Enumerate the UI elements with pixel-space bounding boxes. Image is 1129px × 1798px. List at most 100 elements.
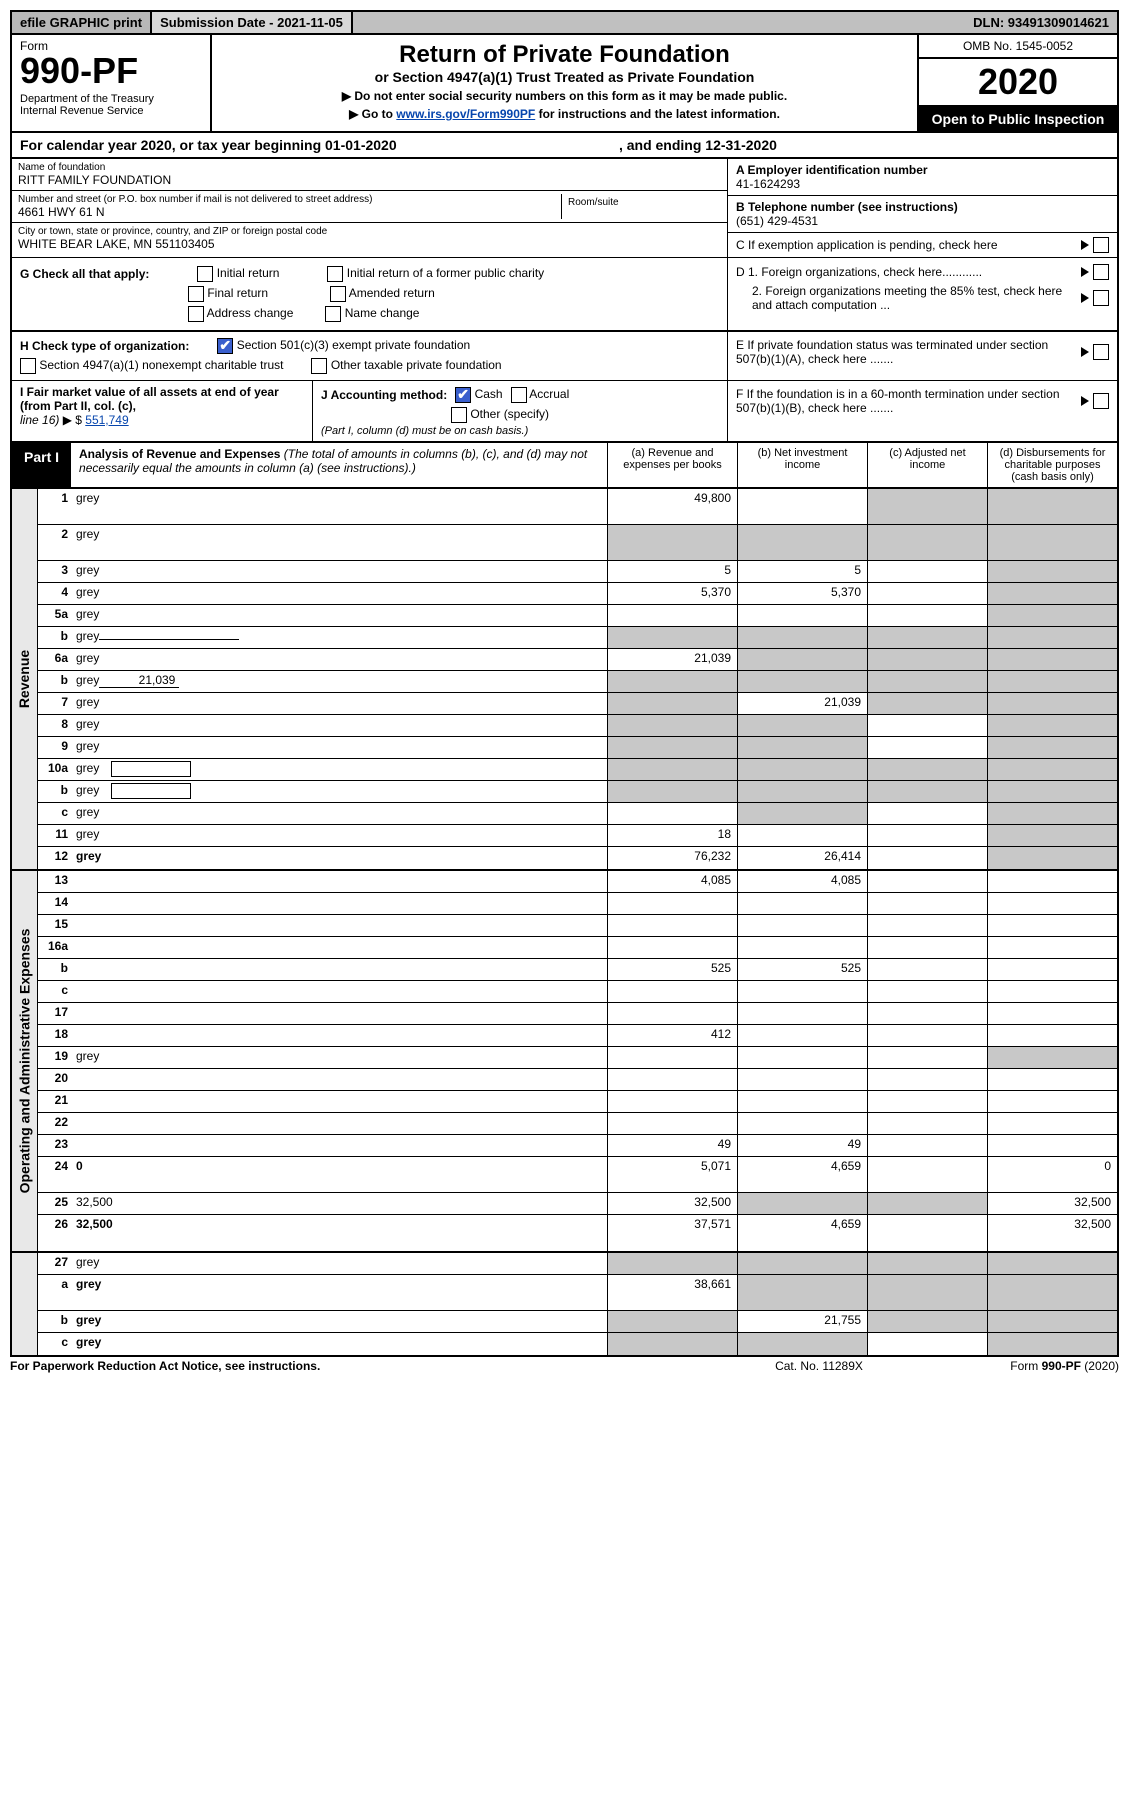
j-accrual-checkbox[interactable]	[511, 387, 527, 403]
g-initial-checkbox[interactable]	[197, 266, 213, 282]
cell-c	[867, 1333, 987, 1355]
cell-a: 18	[607, 825, 737, 846]
dept-treasury: Department of the TreasuryInternal Reven…	[20, 93, 202, 117]
row-number: 6a	[38, 649, 72, 670]
row-description: grey	[72, 605, 607, 626]
j-other-checkbox[interactable]	[451, 407, 467, 423]
j-cash-checkbox[interactable]	[455, 387, 471, 403]
cell-d	[987, 893, 1117, 914]
e-checkbox[interactable]	[1093, 344, 1109, 360]
cell-d	[987, 937, 1117, 958]
cell-a	[607, 1113, 737, 1134]
g-row3: Address change Name change	[20, 304, 719, 324]
cell-a: 76,232	[607, 847, 737, 869]
table-row: 10agrey	[38, 759, 1117, 781]
cell-c	[867, 1215, 987, 1251]
row-number: 8	[38, 715, 72, 736]
address-row: Number and street (or P.O. box number if…	[12, 191, 727, 223]
c-checkbox[interactable]	[1093, 237, 1109, 253]
table-row: 21	[38, 1091, 1117, 1113]
line27-rows: 27greyagrey38,661bgrey21,755cgrey	[38, 1253, 1117, 1355]
j-row2: Other (specify)	[321, 405, 719, 425]
top-bar-spacer	[353, 12, 965, 33]
cell-a	[607, 803, 737, 824]
foundation-name: RITT FAMILY FOUNDATION	[18, 173, 721, 187]
g-amended-checkbox[interactable]	[330, 286, 346, 302]
d2-text: 2. Foreign organizations meeting the 85%…	[736, 284, 1073, 312]
row-description: grey	[72, 737, 607, 758]
cell-d	[987, 803, 1117, 824]
form-title: Return of Private Foundation	[218, 41, 911, 69]
cell-b	[737, 1025, 867, 1046]
d1-row: D 1. Foreign organizations, check here..…	[736, 262, 1109, 282]
g-final: Final return	[207, 286, 268, 300]
h-501c3-checkbox[interactable]	[217, 338, 233, 354]
cell-c	[867, 583, 987, 604]
cell-b	[737, 605, 867, 626]
g-former-checkbox[interactable]	[327, 266, 343, 282]
d2-checkbox[interactable]	[1093, 290, 1109, 306]
h-501c3: Section 501(c)(3) exempt private foundat…	[237, 338, 470, 352]
row-description	[72, 1069, 607, 1090]
table-row: c	[38, 981, 1117, 1003]
row-number: 12	[38, 847, 72, 869]
city-label: City or town, state or province, country…	[18, 226, 721, 237]
g-amended: Amended return	[349, 286, 435, 300]
table-row: 19grey	[38, 1047, 1117, 1069]
phone-cell: B Telephone number (see instructions) (6…	[728, 196, 1117, 233]
j-cash: Cash	[475, 387, 503, 401]
dln: DLN: 93491309014621	[965, 12, 1117, 33]
g-final-checkbox[interactable]	[188, 286, 204, 302]
h-other-checkbox[interactable]	[311, 358, 327, 374]
row-description: grey	[72, 803, 607, 824]
cell-d	[987, 649, 1117, 670]
f-text: F If the foundation is in a 60-month ter…	[736, 387, 1073, 415]
calendar-year-row: For calendar year 2020, or tax year begi…	[10, 133, 1119, 159]
h-other: Other taxable private foundation	[331, 358, 502, 372]
row-number: 1	[38, 489, 72, 524]
ein-value: 41-1624293	[736, 177, 1109, 191]
h-4947-checkbox[interactable]	[20, 358, 36, 374]
cell-d	[987, 847, 1117, 869]
header-left: Form 990-PF Department of the TreasuryIn…	[12, 35, 212, 131]
row-number: 7	[38, 693, 72, 714]
f-checkbox[interactable]	[1093, 393, 1109, 409]
expense-table: Operating and Administrative Expenses 13…	[10, 871, 1119, 1253]
row-description: grey	[72, 583, 607, 604]
cell-c	[867, 715, 987, 736]
cell-a	[607, 915, 737, 936]
cell-a	[607, 1311, 737, 1332]
cell-b	[737, 1253, 867, 1274]
efile-label[interactable]: efile GRAPHIC print	[12, 12, 152, 33]
cell-b	[737, 525, 867, 560]
cell-a: 38,661	[607, 1275, 737, 1310]
row-number: 2	[38, 525, 72, 560]
g-label: G Check all that apply:	[20, 267, 149, 281]
j-cell: J Accounting method: Cash Accrual Other …	[312, 381, 727, 441]
cell-b	[737, 803, 867, 824]
addr-label: Number and street (or P.O. box number if…	[18, 194, 561, 205]
row-number: 5a	[38, 605, 72, 626]
cell-a	[607, 781, 737, 802]
cell-a	[607, 671, 737, 692]
cell-c	[867, 871, 987, 892]
table-row: 2grey	[38, 525, 1117, 561]
irs-link[interactable]: www.irs.gov/Form990PF	[396, 107, 535, 121]
table-row: 15	[38, 915, 1117, 937]
cell-b	[737, 1275, 867, 1310]
cell-a: 21,039	[607, 649, 737, 670]
table-row: 5agrey	[38, 605, 1117, 627]
g-namechange-checkbox[interactable]	[325, 306, 341, 322]
g-addrchange-checkbox[interactable]	[188, 306, 204, 322]
table-row: 20	[38, 1069, 1117, 1091]
cell-c	[867, 1311, 987, 1332]
d1-checkbox[interactable]	[1093, 264, 1109, 280]
row-number: 16a	[38, 937, 72, 958]
row-number: 23	[38, 1135, 72, 1156]
d-right: D 1. Foreign organizations, check here..…	[727, 258, 1117, 330]
cell-a	[607, 715, 737, 736]
cell-a: 49	[607, 1135, 737, 1156]
cell-b	[737, 1069, 867, 1090]
row-number: 27	[38, 1253, 72, 1274]
e-right: E If private foundation status was termi…	[727, 332, 1117, 380]
